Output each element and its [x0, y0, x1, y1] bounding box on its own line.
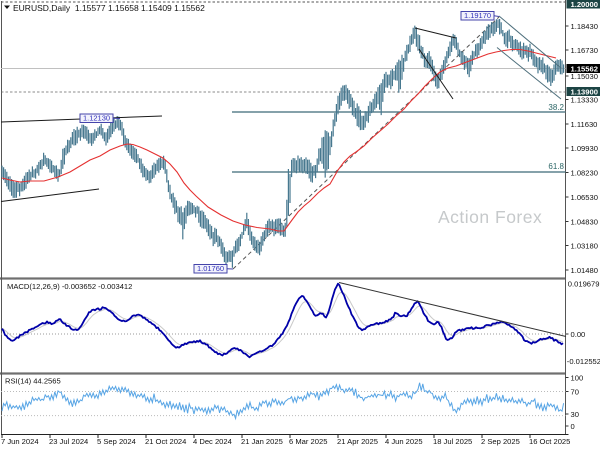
svg-text:1.18430: 1.18430: [571, 22, 598, 31]
svg-text:16 Oct 2025: 16 Oct 2025: [529, 437, 570, 446]
svg-text:1.13330: 1.13330: [571, 95, 598, 104]
svg-text:1.11630: 1.11630: [571, 120, 598, 129]
svg-text:EURUSD,Daily 1.15577 1.15658: EURUSD,Daily 1.15577 1.15658 1.15409 1.1…: [13, 3, 205, 13]
svg-text:1.06530: 1.06530: [571, 193, 598, 202]
svg-text:1.03180: 1.03180: [571, 241, 598, 250]
svg-text:61.8: 61.8: [548, 162, 564, 171]
svg-text:MACD(12,26,9) -0.003652 -0.003: MACD(12,26,9) -0.003652 -0.003412: [7, 282, 132, 291]
svg-text:1.08230: 1.08230: [571, 168, 598, 177]
svg-text:7 Jun 2024: 7 Jun 2024: [1, 437, 39, 446]
svg-text:0.019679: 0.019679: [568, 279, 600, 288]
svg-text:21 Jan 2025: 21 Jan 2025: [241, 437, 283, 446]
svg-text:Action Forex: Action Forex: [438, 207, 542, 227]
svg-text:1.20000: 1.20000: [571, 0, 598, 9]
svg-text:21 Oct 2024: 21 Oct 2024: [145, 437, 186, 446]
svg-text:4 Dec 2024: 4 Dec 2024: [193, 437, 232, 446]
svg-text:2 Sep 2025: 2 Sep 2025: [481, 437, 520, 446]
svg-text:1.19170: 1.19170: [464, 11, 491, 20]
svg-text:5 Sep 2024: 5 Sep 2024: [97, 437, 136, 446]
svg-text:RSI(14) 44.2565: RSI(14) 44.2565: [5, 377, 61, 386]
svg-text:1.04830: 1.04830: [571, 217, 598, 226]
svg-text:1.13900: 1.13900: [571, 87, 598, 96]
svg-text:18 Jul 2025: 18 Jul 2025: [433, 437, 472, 446]
svg-text:1.09930: 1.09930: [571, 144, 598, 153]
svg-text:1.01480: 1.01480: [571, 266, 598, 275]
svg-text:1.15030: 1.15030: [571, 72, 598, 81]
svg-text:4 Jun 2025: 4 Jun 2025: [385, 437, 423, 446]
svg-text:1.12130: 1.12130: [83, 114, 110, 123]
svg-text:70: 70: [571, 387, 579, 396]
svg-text:100: 100: [571, 373, 584, 382]
svg-text:30: 30: [571, 410, 579, 419]
svg-text:6 Mar 2025: 6 Mar 2025: [289, 437, 327, 446]
svg-text:23 Jul 2024: 23 Jul 2024: [49, 437, 88, 446]
svg-text:1.16730: 1.16730: [571, 46, 598, 55]
svg-text:1.15562: 1.15562: [571, 64, 598, 73]
svg-text:21 Apr 2025: 21 Apr 2025: [337, 437, 378, 446]
svg-text:0.00: 0.00: [571, 330, 586, 339]
svg-text:0: 0: [571, 422, 575, 431]
svg-text:38.2: 38.2: [548, 103, 564, 112]
svg-text:1.01760: 1.01760: [197, 264, 224, 273]
svg-text:-0.012552: -0.012552: [567, 357, 600, 366]
